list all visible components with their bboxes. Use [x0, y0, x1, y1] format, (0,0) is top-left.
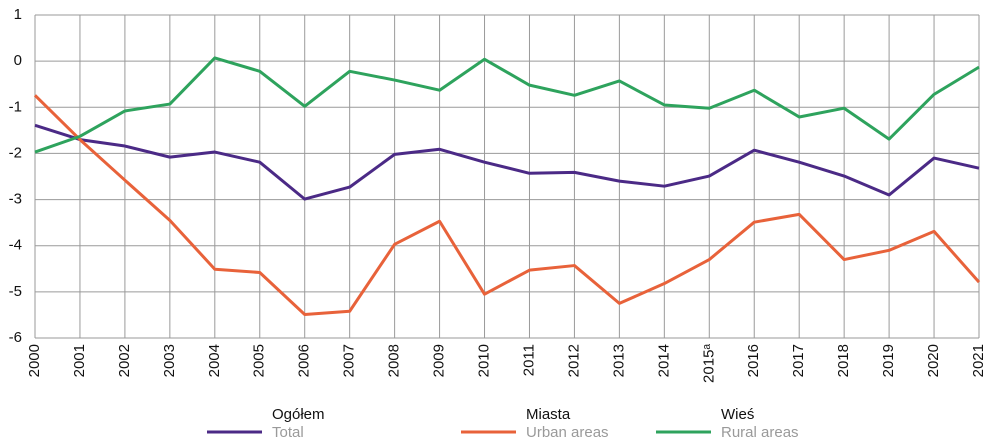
x-tick-label: 2019: [880, 344, 897, 377]
legend-sublabel: Urban areas: [526, 424, 609, 441]
y-tick-label: -2: [9, 144, 22, 161]
x-tick-label: 2021: [970, 344, 987, 377]
y-tick-label: -4: [9, 237, 22, 254]
x-tick-label: 2005: [251, 344, 268, 377]
series-line: [34, 123, 980, 201]
x-tick-label: 2012: [565, 344, 582, 377]
x-tick-label: 2008: [386, 344, 403, 377]
series-line: [34, 56, 980, 154]
x-tick-label: 2016: [745, 344, 762, 377]
y-tick-label: -1: [9, 98, 22, 115]
x-tick-label: 2020: [925, 344, 942, 377]
y-tick-label: 0: [14, 52, 22, 69]
x-tick-label: 2015ᵃ: [700, 344, 717, 383]
x-tick-label: 2000: [26, 344, 43, 377]
x-tick-label: 2002: [116, 344, 133, 377]
x-tick-label: 2013: [610, 344, 627, 377]
x-tick-label: 2014: [655, 344, 672, 377]
x-tick-label: 2006: [296, 344, 313, 377]
x-tick-label: 2007: [341, 344, 358, 377]
x-tick-label: 2004: [206, 344, 223, 377]
x-tick-label: 2009: [431, 344, 448, 377]
x-tick-label: 2001: [71, 344, 88, 377]
legend-sublabel: Total: [272, 424, 304, 441]
legend-sublabel: Rural areas: [721, 424, 799, 441]
x-tick-label: 2003: [161, 344, 178, 377]
y-tick-label: -3: [9, 191, 22, 208]
legend-label: Miasta: [526, 406, 571, 423]
legend-label: Wieś: [721, 406, 754, 423]
y-tick-label: -5: [9, 283, 22, 300]
legend-label: Ogółem: [272, 406, 325, 423]
series-line: [33, 94, 981, 316]
x-tick-label: 2018: [835, 344, 852, 377]
y-tick-label: -6: [9, 329, 22, 346]
x-tick-label: 2011: [520, 344, 537, 376]
y-tick-label: 1: [14, 6, 22, 23]
x-tick-label: 2010: [475, 344, 492, 377]
x-tick-label: 2017: [790, 344, 807, 377]
